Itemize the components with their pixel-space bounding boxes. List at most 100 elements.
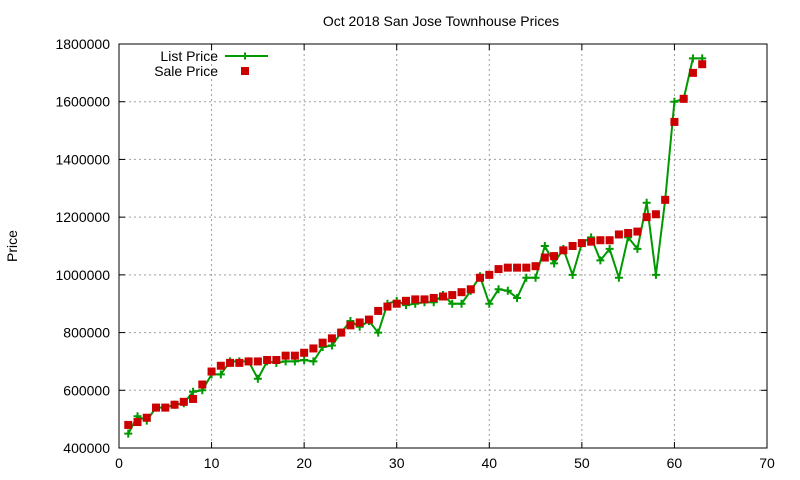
sale-price-point [503,263,512,272]
list-price-point [216,370,225,379]
sale-price-point [401,296,410,305]
list-price-point [485,299,494,308]
y-tick-label: 1600000 [55,94,110,110]
sale-price-point [337,328,346,337]
sale-price-point [679,94,688,103]
sale-price-point [596,236,605,245]
sale-price-point [661,195,670,204]
sale-price-point [263,355,272,364]
sale-price-point [198,380,207,389]
chart-title: Oct 2018 San Jose Townhouse Prices [323,13,559,29]
sale-price-point [179,397,188,406]
sale-price-point [161,403,170,412]
list-price-point [633,244,642,253]
sale-price-point [559,246,568,255]
y-tick-label: 1400000 [55,151,110,167]
y-tick-label: 400000 [63,440,110,456]
sale-price-point [633,227,642,236]
sale-price-point [439,292,447,301]
sale-price-point [540,253,549,262]
sale-price-point [550,252,559,261]
sale-price-point [272,355,281,364]
sale-price-point [476,273,485,282]
sale-price-point [235,358,244,367]
list-price-point [531,273,540,282]
sale-price-point [152,403,161,412]
x-axis: 0 10 20 30 40 50 60 70 [115,44,775,471]
sale-price-point [577,239,586,248]
list-price-point [513,293,522,302]
sale-price-point [642,213,651,222]
sale-price-point [522,263,531,272]
sale-price-point [531,262,540,271]
y-tick-label: 1200000 [55,209,110,225]
sale-price-point [513,263,522,272]
sale-price-point [364,315,373,324]
list-price-point [550,259,559,268]
sale-price-point [568,242,577,250]
sale-price-point [457,288,466,297]
x-tick-label: 50 [574,455,590,471]
sale-price-point [244,357,253,366]
list-price-point [309,357,318,366]
list-price-point [605,244,614,253]
list-price-point [522,273,531,282]
sale-price-point [309,344,318,353]
sale-price-point [605,236,614,245]
list-price-point [596,256,605,265]
y-tick-label: 1000000 [55,267,110,283]
x-tick-label: 70 [759,455,775,471]
list-price-point [374,328,383,337]
y-tick-label: 800000 [63,325,110,341]
sale-price-point [170,400,179,409]
list-price-point [651,270,660,279]
sale-price-point [207,367,216,376]
y-axis-label: Price [4,230,20,262]
list-price-point [540,242,549,250]
sale-price-point [392,299,401,308]
list-price-point [503,286,512,295]
list-price-point [124,429,133,438]
x-tick-label: 20 [296,455,312,471]
legend-sale-price-marker [241,67,249,75]
list-price-point [568,270,577,279]
sale-price-point [688,68,697,77]
list-price-point [327,341,336,350]
list-price-point [253,374,262,383]
sale-price-point [226,358,235,367]
sale-price-point [698,60,707,69]
legend-label-sale-price: Sale Price [154,63,218,79]
legend-list-price-marker [241,52,249,60]
x-tick-label: 40 [481,455,497,471]
plot-frame [118,43,768,449]
list-price-point [457,299,466,308]
sale-price-point [624,229,633,238]
sale-price-point [327,334,336,343]
x-tick-label: 30 [389,455,405,471]
list-price-point [614,273,623,282]
list-price-point [448,299,457,308]
y-tick-label: 1800000 [55,36,110,52]
sale-price-point [142,413,151,422]
sale-price-point [494,265,503,274]
x-tick-label: 60 [667,455,683,471]
grid-lines [119,44,767,448]
sale-price-point [429,293,438,302]
sale-price-point [189,394,198,403]
x-tick-label: 10 [204,455,220,471]
list-price-point [494,285,503,294]
sale-price-point [133,418,142,427]
list-price-point [688,54,697,63]
sale-price-point [346,321,355,330]
legend-label-list-price: List Price [160,48,218,64]
x-tick-label: 0 [115,455,123,471]
sale-price-point [290,351,299,360]
list-price-point [189,387,198,396]
sale-price-point [587,237,596,246]
list-price-line [127,57,703,435]
sale-price-point [355,318,364,327]
sale-price-point [670,117,679,126]
sale-price-point [216,361,225,370]
sale-price-point [420,295,429,304]
